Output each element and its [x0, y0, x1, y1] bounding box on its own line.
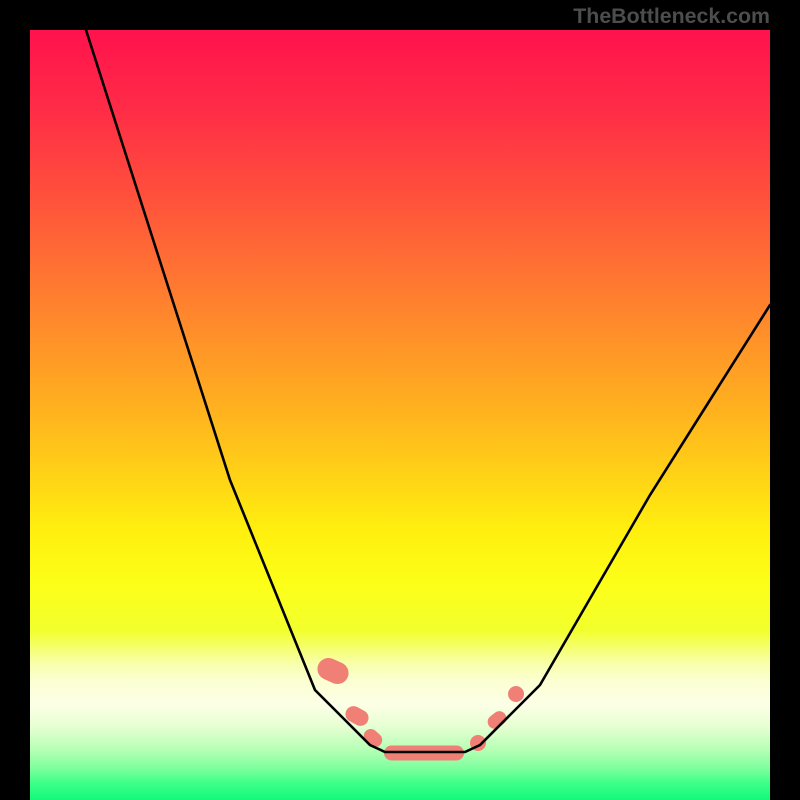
source-watermark: TheBottleneck.com: [573, 4, 770, 29]
chart-stage: TheBottleneck.com: [0, 0, 800, 800]
bottleneck-gradient-panel: [30, 30, 770, 800]
